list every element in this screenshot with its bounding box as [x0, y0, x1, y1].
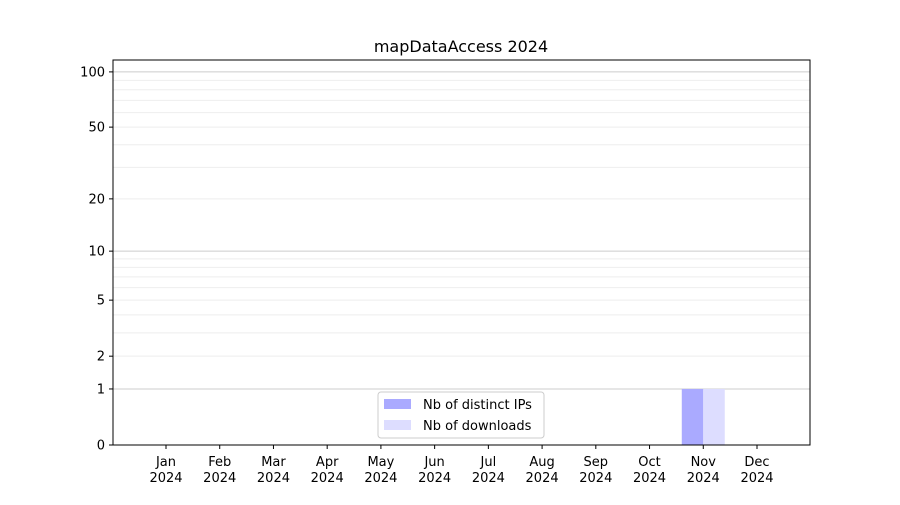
- y-tick-label: 20: [88, 192, 105, 207]
- y-tick-label: 5: [97, 294, 105, 309]
- bar-distinct-ips: [681, 388, 704, 445]
- x-tick-label-line: Dec: [744, 455, 769, 470]
- y-tick-label: 2: [97, 350, 105, 365]
- x-tick-label-line: Sep: [584, 455, 609, 470]
- x-tick-label-line: Mar: [261, 455, 286, 470]
- x-tick-label-line: 2024: [311, 471, 344, 486]
- x-tick-label: Oct 2024: [633, 455, 666, 486]
- x-tick-label: May 2024: [364, 455, 397, 486]
- x-tick-label-line: Nov: [691, 455, 717, 470]
- x-tick-label-line: Apr: [316, 455, 339, 470]
- x-tick-label-line: 2024: [364, 471, 397, 486]
- x-tick-label-line: Feb: [208, 455, 231, 470]
- x-tick-label: Apr 2024: [311, 455, 344, 486]
- y-tick-label: 1: [97, 382, 105, 397]
- x-tick-label: Dec 2024: [740, 455, 773, 486]
- x-tick-label-line: 2024: [149, 471, 182, 486]
- chart-title: mapDataAccess 2024: [374, 37, 548, 56]
- x-tick-label-line: Aug: [529, 455, 554, 470]
- y-tick-label: 0: [97, 439, 105, 454]
- legend-box: [377, 391, 545, 439]
- legend-swatch: [384, 420, 411, 430]
- legend: Nb of distinct IPs Nb of downloads: [377, 391, 545, 439]
- x-tick-label: Aug 2024: [526, 455, 559, 486]
- x-tick-label-line: Jun: [423, 455, 444, 470]
- x-tick-label: Sep 2024: [579, 455, 612, 486]
- x-tick-label: Jan 2024: [149, 455, 182, 486]
- x-tick-label: Jun 2024: [418, 455, 451, 486]
- x-tick-label-line: 2024: [418, 471, 451, 486]
- y-tick-label: 100: [80, 65, 105, 80]
- plot-frame: [112, 59, 811, 446]
- x-tick-label-line: 2024: [579, 471, 612, 486]
- x-tick-label-line: 2024: [740, 471, 773, 486]
- x-tick-label-line: 2024: [687, 471, 720, 486]
- x-tick-label-line: 2024: [257, 471, 290, 486]
- x-tick-label-line: Jan: [155, 455, 176, 470]
- legend-swatch: [384, 399, 411, 409]
- legend-label: Nb of distinct IPs: [423, 398, 532, 413]
- x-tick-label-line: 2024: [472, 471, 505, 486]
- x-tick-label: Jul 2024: [472, 455, 505, 486]
- x-tick-label-line: Jul: [480, 455, 497, 470]
- x-tick-label: Nov 2024: [687, 455, 720, 486]
- x-tick-label-line: 2024: [526, 471, 559, 486]
- bar-downloads: [703, 388, 725, 445]
- y-tick-label: 10: [88, 245, 105, 260]
- x-tick-label-line: Oct: [638, 455, 660, 470]
- x-tick-label-line: 2024: [633, 471, 666, 486]
- legend-label: Nb of downloads: [423, 419, 532, 434]
- x-tick-label-line: May: [367, 455, 394, 470]
- x-tick-label: Mar 2024: [257, 455, 290, 486]
- x-tick-label-line: 2024: [203, 471, 236, 486]
- x-tick-label: Feb 2024: [203, 455, 236, 486]
- y-tick-label: 50: [88, 121, 105, 136]
